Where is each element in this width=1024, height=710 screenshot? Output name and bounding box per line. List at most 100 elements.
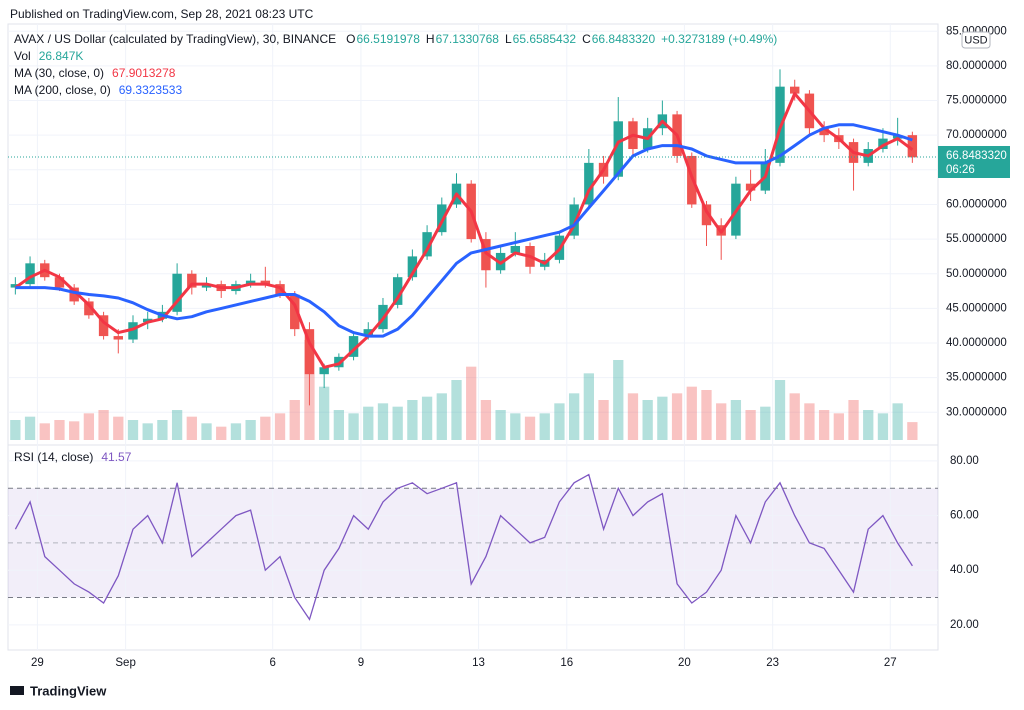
volume-bar xyxy=(216,426,227,440)
candle-body xyxy=(422,232,432,257)
volume-bar xyxy=(377,403,389,440)
currency-label: USD xyxy=(964,34,987,46)
volume-bar xyxy=(480,400,492,440)
candle-body xyxy=(172,273,182,312)
last-price-label: 66.8483320 xyxy=(946,150,1007,162)
candle-body xyxy=(142,318,153,323)
currency-box xyxy=(961,31,991,49)
candle-body xyxy=(304,329,315,375)
y-tick-label: 30.0000000 xyxy=(946,406,1007,418)
volume-bar xyxy=(657,396,668,440)
y-tick-label: 55.0000000 xyxy=(946,233,1007,245)
y-tick-label: 50.0000000 xyxy=(946,268,1007,280)
volume-bar xyxy=(863,410,874,440)
legend-text: Vol xyxy=(14,49,31,63)
volume-bar xyxy=(319,386,330,440)
y-tick-label: 85.0000000 xyxy=(946,25,1007,37)
candle-body xyxy=(348,336,359,357)
legend-text: 67.9013278 xyxy=(112,66,176,80)
rsi-tick-label: 40.00 xyxy=(950,564,979,576)
candle-body xyxy=(790,86,800,94)
ma-line xyxy=(14,92,914,369)
candle-body xyxy=(392,277,403,305)
candle-body xyxy=(84,301,94,316)
candle-body xyxy=(907,135,918,158)
legend-text: MA (200, close, 0) xyxy=(14,83,111,97)
volume-bar xyxy=(436,393,447,440)
legend-text: AVAX / US Dollar (calculated by TradingV… xyxy=(14,32,336,46)
y-tick-label: 35.0000000 xyxy=(946,372,1007,384)
legend-text: 65.6585432 xyxy=(513,32,577,46)
volume-bar xyxy=(24,416,36,440)
volume-bar xyxy=(289,400,300,440)
volume-bar xyxy=(230,423,242,440)
volume-bar xyxy=(583,373,594,440)
volume-bar xyxy=(818,410,830,440)
candle-body xyxy=(113,336,123,340)
candle-body xyxy=(819,128,829,136)
rsi-tick-label: 80.00 xyxy=(950,455,979,467)
published-note: Published on TradingView.com, Sep 28, 20… xyxy=(10,7,314,21)
brand-name: TradingView xyxy=(30,683,107,698)
volume-bar xyxy=(69,421,80,440)
x-tick-label: 16 xyxy=(560,657,573,669)
volume-bar xyxy=(730,400,742,440)
volume-bar xyxy=(157,420,168,440)
volume-bar xyxy=(466,366,477,440)
x-tick-label: 9 xyxy=(358,657,364,669)
legend-text: O xyxy=(346,32,355,46)
candle-body xyxy=(260,280,271,285)
volume-bar xyxy=(760,406,771,440)
x-tick-label: Sep xyxy=(115,657,135,669)
brand-logo: TradingView xyxy=(10,683,107,698)
x-tick-label: 13 xyxy=(472,657,485,669)
volume-bar xyxy=(642,400,653,440)
x-tick-label: 29 xyxy=(31,657,44,669)
candle-body xyxy=(319,367,329,375)
volume-bar xyxy=(245,420,256,440)
candle-body xyxy=(437,204,447,233)
legend-text: 66.8483320 xyxy=(592,32,656,46)
volume-bar xyxy=(686,386,697,440)
volume-bar xyxy=(804,403,815,440)
y-tick-label: 45.0000000 xyxy=(946,302,1007,314)
volume-bar xyxy=(392,406,403,440)
volume-bar xyxy=(833,413,844,440)
volume-bar xyxy=(39,423,50,440)
volume-bar xyxy=(510,413,521,440)
volume-bar xyxy=(716,403,727,440)
volume-bar xyxy=(54,420,65,440)
volume-bar xyxy=(363,406,374,440)
ma-line xyxy=(15,123,913,338)
legend-text: H xyxy=(426,32,435,46)
volume-bar xyxy=(127,420,139,440)
rsi-tick-label: 20.00 xyxy=(950,619,979,631)
legend-text: MA (30, close, 0) xyxy=(14,66,104,80)
volume-bar xyxy=(892,403,903,440)
volume-bar xyxy=(113,416,124,440)
volume-bar xyxy=(568,393,580,440)
rsi-tick-label: 60.00 xyxy=(950,510,979,522)
volume-bar xyxy=(142,423,153,440)
candle-body xyxy=(569,204,579,236)
candle-body xyxy=(745,183,756,191)
volume-bar xyxy=(907,422,918,440)
volume-bar xyxy=(554,403,565,440)
volume-bar xyxy=(598,400,609,440)
rsi-line xyxy=(14,473,913,621)
volume-bar xyxy=(774,380,786,440)
x-tick-label: 27 xyxy=(884,657,897,669)
candle-body xyxy=(878,138,888,150)
volume-bar xyxy=(83,413,95,440)
y-tick-label: 40.0000000 xyxy=(946,337,1007,349)
volume-bar xyxy=(848,400,859,440)
volume-bar xyxy=(407,400,418,440)
volume-bar xyxy=(539,413,550,440)
legend-text: 69.3323533 xyxy=(119,83,183,97)
candle-body xyxy=(54,277,65,288)
candle-body xyxy=(363,329,373,337)
volume-bar xyxy=(348,413,359,440)
legend-text: +0.3273189 (+0.49%) xyxy=(661,32,777,46)
candle-body xyxy=(187,273,197,288)
volume-bar xyxy=(260,416,271,440)
